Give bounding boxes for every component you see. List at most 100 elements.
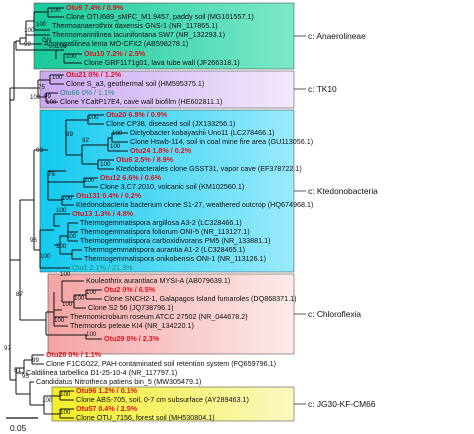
tk10-box — [39, 70, 295, 109]
leaf-label: Clone Hswb-114, soil in coal mine fire a… — [130, 137, 313, 146]
bootstrap-value: 95 — [22, 373, 29, 380]
bootstrap-value: 100 — [86, 331, 97, 338]
leaf-label: Clone OTU_7156, forest soil (MH530804.1) — [76, 413, 215, 422]
leaf-label: Clone SNCH2-1, Galapagos Island fumarole… — [104, 294, 297, 303]
bootstrap-value: 100 — [54, 317, 65, 324]
leaf-label: Kouleothrix aurantiaca MYSI-A (AB079639.… — [86, 276, 230, 285]
bootstrap-value: 100 — [62, 301, 73, 308]
bootstrap-value: 100 — [36, 21, 47, 28]
leaf-label: Otu10 7.2% / 2.5% — [84, 49, 146, 58]
leaf-label: Clone OTU689_sMFC_M1.9457, paddy soil (M… — [66, 12, 254, 21]
bootstrap-value: 100 — [110, 143, 121, 150]
bootstrap-value: 100 — [66, 233, 77, 240]
leaf-label: Clone 3.C7.2010, volcanic soil (KM102560… — [100, 182, 244, 191]
bootstrap-value: 99 — [44, 93, 51, 100]
leaf-label: Thermogemmatispora aurantia A1-2 (LC3284… — [84, 245, 245, 254]
leaf-label: Otu21 0% / 1.2% — [66, 70, 122, 79]
leaf-label: Clone YCaltP17E4, cave wall biofilm (HE6… — [60, 97, 222, 106]
bootstrap-value: GN — [42, 37, 51, 44]
bootstrap-value: 100 — [100, 161, 111, 168]
leaf-label: Clone ABS-705, soil, 0-7 cm subsurface (… — [76, 395, 249, 404]
clade-label-jg30: c: JG30-KF-CM66 — [308, 399, 376, 409]
bootstrap-value: 100 — [66, 53, 77, 60]
leaf-label: Otu26 0% / 1.1% — [46, 350, 102, 359]
leaf-label: Clone S2 56 (JQ738796.1) — [88, 303, 174, 312]
bootstrap-value: 100 — [60, 271, 71, 278]
bootstrap-value: 100 — [50, 7, 61, 14]
anaerolineae-box — [33, 2, 295, 70]
bootstrap-value: 100 — [62, 195, 73, 202]
leaf-label: Otu29 0% / 2.3% — [104, 334, 160, 343]
tree-branches — [9, 7, 128, 419]
bootstrap-value: 100 — [52, 74, 63, 81]
clade-label-tk10: c: TK10 — [308, 84, 337, 94]
bootstrap-value: 99 — [24, 41, 31, 48]
leaf-label: Otu6 2.5% / 8.9% — [116, 155, 174, 164]
leaf-label: Thermomicrobium roseum ATCC 27502 (NR_04… — [70, 312, 248, 321]
leaf-label: Clone F1CG022, PAH-contaminated soil ret… — [46, 359, 276, 368]
bootstrap-value: 99 — [36, 147, 43, 154]
leaf-label: Caldilinea tarbellica D1-25-10-4 (NR_117… — [26, 368, 177, 377]
bootstrap-value: 100 — [40, 253, 51, 260]
bootstrap-value: 92 — [82, 137, 89, 144]
scale-bar-label: 0.05 — [10, 423, 27, 433]
leaf-label: Otu13 1.3% / 4.8% — [72, 209, 134, 218]
leaf-label: Otu20 6.8% / 0.9% — [106, 110, 168, 119]
leaf-label: Otu96 1.2% / 0.1% — [76, 386, 138, 395]
leaf-label: Otu57 0.4% / 2.5% — [76, 404, 138, 413]
clade-brackets — [294, 35, 306, 405]
leaf-label: Clone CP38, diseased soil (JX133256.1) — [106, 119, 235, 128]
bootstrap-value: 100 — [30, 94, 41, 101]
bootstrap-value: 100 — [60, 391, 71, 398]
leaf-label: Clone S_a3, geothermal soil (HM595375.1) — [66, 79, 204, 88]
leaf-label: Otu2 0% / 6.5% — [104, 285, 156, 294]
leaf-label: Otu66 0% / 1.1% — [60, 88, 115, 97]
leaf-label: Ktedobacterales clone GSST31, vapor cave… — [116, 164, 302, 173]
bootstrap-value: 100 — [112, 130, 123, 137]
leaf-label: Otu1 2.1% / 21.3% — [72, 263, 133, 272]
bootstrap-value: 100 — [86, 289, 97, 296]
bootstrap-value: 100 — [74, 295, 85, 302]
bootstrap-value: 100 — [88, 114, 99, 121]
leaf-label: Aggregatilinea lenta MO-CFX2 (AB598278.1… — [44, 39, 188, 48]
bootstrap-value: 87 — [16, 291, 23, 298]
clade-label-chloroflexia: c: Chloroflexia — [308, 309, 361, 319]
leaf-label: Thermogemmatispora foliorum ONI-5 (NR_11… — [80, 227, 250, 236]
bootstrap-value: 76 — [48, 171, 55, 178]
bootstrap-value: 75 — [38, 84, 45, 91]
bootstrap-value: 97 — [4, 345, 11, 352]
bootstrap-values: 100 100 100 99 GN 100 100 75 100 99 100 … — [4, 7, 123, 416]
leaf-label: Dictyobacter kobayashii Uno11 (LC278466.… — [130, 128, 275, 137]
bootstrap-value: 100 — [56, 243, 67, 250]
bootstrap-value: 100 — [56, 43, 67, 50]
leaf-labels: Otu9 7.4% / 0.9% Clone OTU689_sMFC_M1.94… — [26, 3, 313, 422]
chloroflexia-box — [47, 273, 295, 355]
leaf-label: Otu9 7.4% / 0.9% — [66, 3, 124, 12]
bootstrap-value: 100 — [56, 207, 67, 214]
ktedonobacteria-box — [39, 109, 295, 273]
leaf-label: Thermogemmatispora onikobensis ONI-1 (NR… — [84, 254, 266, 263]
leaf-label: Thermordis peleae KI4 (NR_134220.1) — [70, 321, 194, 330]
bootstrap-value: 100 — [60, 409, 71, 416]
leaf-label: Otu131 0.4% / 0.2% — [76, 191, 142, 200]
leaf-label: Thermogemmatispora carboxidivorans PM5 (… — [80, 236, 271, 245]
leaf-label: Clone GRF1171g01, lava tube wall (JF2663… — [84, 58, 240, 67]
bootstrap-value: 99 — [66, 131, 73, 138]
bootstrap-value: 99 — [32, 357, 39, 364]
leaf-label: Thermoanaerothrix daxensis GNS-1 (NR_117… — [52, 21, 218, 30]
leaf-label: Candidatus Nitrotheca patiens bin_5 (MW3… — [36, 377, 201, 386]
leaf-label: Ktedonobacteria bacterium clone S1-27, w… — [76, 200, 313, 209]
bootstrap-value: 100 — [84, 177, 95, 184]
bootstrap-value: 51 — [14, 367, 21, 374]
bootstrap-value: 100 — [46, 99, 57, 106]
leaf-label: Otu24 1.8% / 0.2% — [130, 146, 192, 155]
bootstrap-value: 96 — [30, 237, 37, 244]
leaf-label: Thermomarinilinea lacunifontana SW7 (NR_… — [52, 30, 225, 39]
clade-label-ktedonobacteria: c: Ktedonobacteria — [308, 186, 378, 196]
bootstrap-value: 100 — [24, 27, 35, 34]
leaf-label: Otu12 6.6% / 0.6% — [100, 173, 162, 182]
clade-label-anaerolineae: c: Anaerolineae — [308, 31, 366, 41]
jg30-box — [51, 386, 295, 422]
bootstrap-value: 100 — [42, 397, 53, 404]
